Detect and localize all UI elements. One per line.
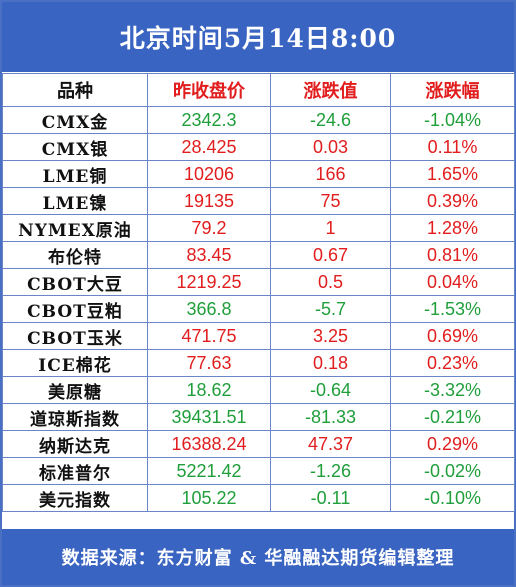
- prev-close-value: 19135: [147, 187, 271, 215]
- change-value: -0.64: [270, 376, 391, 404]
- commodity-name: CBOT豆粕: [2, 295, 148, 323]
- table-row: ICE棉花 77.63 0.18 0.23%: [2, 349, 515, 377]
- table-row: LME镍 19135 75 0.39%: [2, 187, 515, 215]
- table-row: CBOT豆粕 366.8 -5.7 -1.53%: [2, 295, 515, 323]
- commodity-name: 纳斯达克: [2, 430, 148, 458]
- table-row: 标准普尔 5221.42 -1.26 -0.02%: [2, 457, 515, 485]
- commodity-name: CMX金: [2, 106, 148, 134]
- commodity-name: NYMEX原油: [2, 214, 148, 242]
- change-pct-value: 0.69%: [390, 322, 515, 350]
- change-value: 1: [270, 214, 391, 242]
- prev-close-value: 10206: [147, 160, 271, 188]
- prev-close-value: 79.2: [147, 214, 271, 242]
- commodity-name: 道琼斯指数: [2, 403, 148, 431]
- header-row: 品种 昨收盘价 涨跌值 涨跌幅: [2, 73, 515, 107]
- prev-close-value: 16388.24: [147, 430, 271, 458]
- commodity-name: CBOT玉米: [2, 322, 148, 350]
- table-row: 美元指数 105.22 -0.11 -0.10%: [2, 484, 515, 512]
- table-row: NYMEX原油 79.2 1 1.28%: [2, 214, 515, 242]
- change-value: -5.7: [270, 295, 391, 323]
- change-pct-value: 0.81%: [390, 241, 515, 269]
- table-row: CMX银 28.425 0.03 0.11%: [2, 133, 515, 161]
- table-row: 布伦特 83.45 0.67 0.81%: [2, 241, 515, 269]
- change-pct-value: 0.29%: [390, 430, 515, 458]
- commodity-name: LME铜: [2, 160, 148, 188]
- table-row: CBOT大豆 1219.25 0.5 0.04%: [2, 268, 515, 296]
- prev-close-value: 28.425: [147, 133, 271, 161]
- change-value: 75: [270, 187, 391, 215]
- column-header-change: 涨跌值: [270, 73, 391, 107]
- commodity-name: 布伦特: [2, 241, 148, 269]
- change-value: 0.18: [270, 349, 391, 377]
- change-pct-value: 0.11%: [390, 133, 515, 161]
- table-row: LME铜 10206 166 1.65%: [2, 160, 515, 188]
- prev-close-value: 5221.42: [147, 457, 271, 485]
- change-value: -0.11: [270, 484, 391, 512]
- column-header-close: 昨收盘价: [147, 73, 271, 107]
- column-header-name: 品种: [2, 73, 148, 107]
- change-value: 0.67: [270, 241, 391, 269]
- commodity-name: LME镍: [2, 187, 148, 215]
- change-pct-value: 0.23%: [390, 349, 515, 377]
- change-value: -81.33: [270, 403, 391, 431]
- quotes-body: CMX金 2342.3 -24.6 -1.04% CMX银 28.425 0.03 0.11%…: [2, 106, 515, 512]
- prev-close-value: 18.62: [147, 376, 271, 404]
- change-value: 0.03: [270, 133, 391, 161]
- prev-close-value: 39431.51: [147, 403, 271, 431]
- change-value: -24.6: [270, 106, 391, 134]
- commodity-name: CMX银: [2, 133, 148, 161]
- commodity-name: 美原糖: [2, 376, 148, 404]
- change-pct-value: -0.21%: [390, 403, 515, 431]
- source-footer: 数据来源：东方财富 & 华融融达期货编辑整理: [2, 529, 514, 585]
- table-row: CBOT玉米 471.75 3.25 0.69%: [2, 322, 515, 350]
- prev-close-value: 366.8: [147, 295, 271, 323]
- quotes-table: 品种 昨收盘价 涨跌值 涨跌幅 CMX金 2342.3 -24.6 -1.04% CMX…: [2, 73, 515, 512]
- prev-close-value: 471.75: [147, 322, 271, 350]
- change-value: -1.26: [270, 457, 391, 485]
- table-row: 纳斯达克 16388.24 47.37 0.29%: [2, 430, 515, 458]
- prev-close-value: 77.63: [147, 349, 271, 377]
- change-pct-value: -0.10%: [390, 484, 515, 512]
- change-pct-value: -1.04%: [390, 106, 515, 134]
- change-pct-value: -0.02%: [390, 457, 515, 485]
- commodity-name: 美元指数: [2, 484, 148, 512]
- change-value: 3.25: [270, 322, 391, 350]
- commodity-name: 标准普尔: [2, 457, 148, 485]
- commodity-name: CBOT大豆: [2, 268, 148, 296]
- change-pct-value: 0.04%: [390, 268, 515, 296]
- change-pct-value: 0.39%: [390, 187, 515, 215]
- change-value: 47.37: [270, 430, 391, 458]
- table-row: CMX金 2342.3 -24.6 -1.04%: [2, 106, 515, 134]
- prev-close-value: 1219.25: [147, 268, 271, 296]
- commodity-name: ICE棉花: [2, 349, 148, 377]
- change-pct-value: -3.32%: [390, 376, 515, 404]
- column-header-pct: 涨跌幅: [390, 73, 515, 107]
- prev-close-value: 83.45: [147, 241, 271, 269]
- prev-close-value: 105.22: [147, 484, 271, 512]
- page-title: 北京时间5月14日8:00: [2, 2, 514, 72]
- change-value: 166: [270, 160, 391, 188]
- change-value: 0.5: [270, 268, 391, 296]
- change-pct-value: 1.28%: [390, 214, 515, 242]
- change-pct-value: -1.53%: [390, 295, 515, 323]
- change-pct-value: 1.65%: [390, 160, 515, 188]
- prev-close-value: 2342.3: [147, 106, 271, 134]
- table-row: 道琼斯指数 39431.51 -81.33 -0.21%: [2, 403, 515, 431]
- table-row: 美原糖 18.62 -0.64 -3.32%: [2, 376, 515, 404]
